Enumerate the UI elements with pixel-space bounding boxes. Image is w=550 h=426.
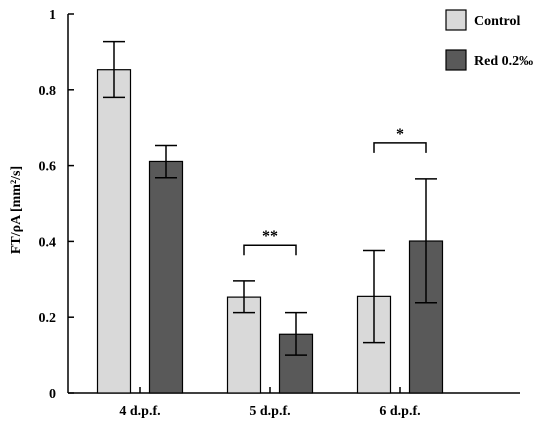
significance-bracket	[373, 142, 427, 153]
y-tick-label: 0.4	[39, 235, 57, 250]
bar	[96, 69, 132, 394]
y-axis-label: FT/ρA [mm²/s]	[9, 166, 24, 254]
legend-swatch	[445, 9, 467, 31]
significance-label: **	[262, 228, 278, 245]
x-tick-label: 6 d.p.f.	[379, 404, 420, 419]
legend-label: Red 0.2‰	[474, 54, 533, 69]
chart-legend: Control Red 0.2‰	[445, 9, 533, 71]
x-tick-label: 5 d.p.f.	[249, 404, 290, 419]
x-tick-label: 4 d.p.f.	[119, 404, 160, 419]
legend-swatch	[445, 49, 467, 71]
y-tick-label: 0.2	[39, 311, 57, 326]
legend-label: Control	[474, 14, 521, 29]
y-tick-label: 0	[49, 387, 56, 402]
chart-bars	[96, 69, 444, 394]
significance-markers: ***	[243, 126, 427, 256]
y-tick-label: 0.8	[39, 84, 57, 99]
significance-label: *	[396, 126, 404, 143]
y-tick-label: 1	[49, 8, 56, 23]
chart-axes: 0 0.2 0.4 0.6 0.8 1 4 d.p.f. 5 d.p.f. 6 d.p.f.	[39, 8, 520, 419]
bar	[148, 160, 184, 394]
y-tick-label: 0.6	[39, 160, 57, 175]
error-bars	[103, 40, 437, 356]
significance-bracket	[243, 244, 297, 256]
